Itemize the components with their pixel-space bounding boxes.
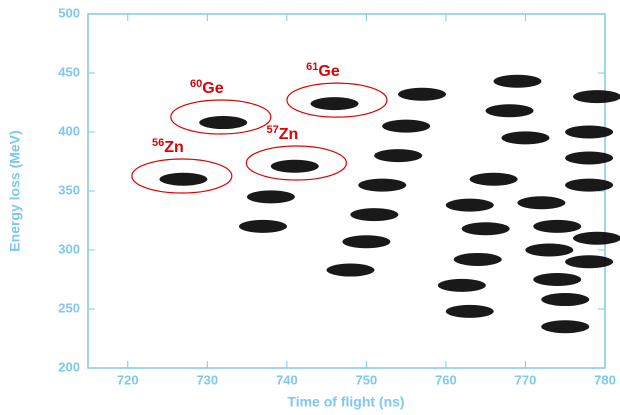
- point-cluster: [573, 231, 620, 245]
- x-tick-label: 780: [594, 372, 616, 387]
- point-cluster: [350, 208, 399, 222]
- point-cluster: [517, 196, 566, 210]
- point-cluster: [573, 90, 620, 104]
- point-cluster: [541, 293, 590, 307]
- annotation-ellipse: [286, 82, 388, 118]
- point-cluster: [238, 219, 287, 233]
- point-cluster: [374, 149, 423, 163]
- annotation-label: 61Ge: [306, 61, 340, 80]
- point-cluster: [310, 97, 359, 111]
- y-tick-label: 300: [58, 241, 80, 256]
- x-axis-title: Time of flight (ns): [287, 394, 404, 410]
- point-cluster: [445, 304, 494, 318]
- annotation-ellipse: [131, 158, 233, 194]
- annotation-label: 56Zn: [152, 137, 184, 156]
- annotation-element: Zn: [279, 126, 299, 143]
- point-cluster: [565, 151, 614, 165]
- x-tick-label: 760: [435, 372, 457, 387]
- point-cluster: [533, 273, 582, 286]
- annotation-label: 57Zn: [266, 124, 298, 143]
- point-cluster: [565, 178, 614, 192]
- point-cluster: [565, 125, 614, 139]
- annotation-element: Zn: [164, 139, 184, 156]
- point-cluster: [326, 263, 375, 277]
- point-cluster: [159, 172, 208, 186]
- y-tick-label: 350: [58, 182, 80, 197]
- point-cluster: [382, 119, 431, 133]
- x-tick-label: 730: [196, 372, 218, 387]
- point-cluster: [469, 172, 518, 186]
- annotation-mass: 57: [266, 124, 278, 136]
- point-cluster: [493, 74, 542, 88]
- y-tick-label: 450: [58, 64, 80, 79]
- point-cluster: [501, 131, 550, 145]
- annotation-mass: 60: [190, 78, 202, 90]
- point-cluster: [342, 235, 391, 249]
- plot-frame: [87, 13, 606, 369]
- point-cluster: [398, 87, 447, 101]
- x-tick-label: 770: [515, 372, 537, 387]
- annotation-mass: 61: [306, 61, 318, 73]
- point-cluster: [565, 255, 614, 269]
- point-cluster: [461, 222, 510, 236]
- point-cluster: [445, 198, 494, 212]
- x-tick-label: 720: [117, 372, 139, 387]
- point-cluster: [270, 159, 319, 173]
- point-cluster: [199, 116, 248, 130]
- y-tick-label: 500: [58, 5, 80, 20]
- x-tick-label: 750: [356, 372, 378, 387]
- annotation-label: 60Ge: [190, 78, 224, 97]
- point-cluster: [485, 104, 534, 118]
- point-cluster: [525, 243, 574, 257]
- point-cluster: [533, 219, 582, 233]
- x-tick-label: 740: [276, 372, 298, 387]
- y-tick-label: 400: [58, 123, 80, 138]
- y-axis-title: Energy loss (MeV): [7, 130, 23, 251]
- point-cluster: [437, 278, 486, 292]
- point-cluster: [246, 190, 295, 204]
- annotation-ellipse: [245, 145, 347, 181]
- y-tick-label: 250: [58, 300, 80, 315]
- y-tick-label: 200: [58, 359, 80, 374]
- annotation-ellipse: [170, 99, 272, 135]
- point-cluster: [541, 320, 590, 334]
- annotation-element: Ge: [318, 63, 339, 80]
- point-cluster: [358, 178, 407, 192]
- annotation-mass: 56: [152, 137, 164, 149]
- point-cluster: [453, 252, 502, 266]
- annotation-element: Ge: [202, 80, 223, 97]
